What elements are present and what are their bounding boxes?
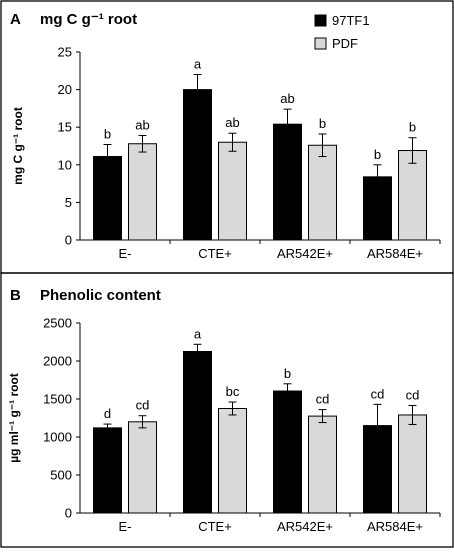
- panel-letter: A: [10, 11, 21, 28]
- bar-97tf1-e: [93, 427, 122, 514]
- y-tick-label: 20: [58, 82, 72, 97]
- y-tick-label: 0: [65, 506, 72, 521]
- bar-pdf-cte: [218, 408, 247, 514]
- x-tick-label: CTE+: [198, 519, 232, 534]
- significance-letter: ab: [225, 115, 239, 130]
- panel-title: Phenolic content: [40, 287, 161, 304]
- significance-letter: ab: [280, 91, 294, 106]
- bar-pdf-e: [128, 143, 157, 241]
- significance-letter: d: [104, 406, 111, 421]
- bar-pdf-ar542e: [308, 144, 337, 241]
- y-tick-label: 500: [50, 468, 72, 483]
- bar-97tf1-e: [93, 156, 122, 241]
- x-tick-label: AR542E+: [277, 519, 333, 534]
- significance-letter: a: [194, 57, 202, 72]
- legend-swatch: [314, 37, 327, 50]
- panel-letter: B: [10, 287, 21, 304]
- significance-letter: b: [374, 147, 381, 162]
- significance-letter: b: [284, 366, 291, 381]
- y-axis-label: µg ml⁻¹ g⁻¹ root: [7, 373, 21, 463]
- y-tick-label: 10: [58, 157, 72, 172]
- significance-letter: cd: [316, 392, 330, 407]
- bar-97tf1-cte: [183, 351, 212, 514]
- significance-letter: b: [104, 126, 111, 141]
- panel-title: mg C g⁻¹ root: [40, 11, 137, 28]
- legend-label: 97TF1: [332, 13, 370, 28]
- y-tick-label: 15: [58, 120, 72, 135]
- significance-letter: ab: [135, 117, 149, 132]
- y-tick-label: 1500: [43, 392, 72, 407]
- bar-pdf-ar584e: [398, 414, 427, 514]
- bar-pdf-cte: [218, 141, 247, 241]
- y-tick-label: 0: [65, 233, 72, 248]
- panel-b: B Phenolic content µg ml⁻¹ g⁻¹ root 0 500 100…: [7, 287, 441, 534]
- bar-pdf-e: [128, 421, 157, 514]
- y-tick-label: 2500: [43, 316, 72, 331]
- bar-97tf1-ar542e: [273, 390, 302, 514]
- x-tick-label: AR584E+: [367, 246, 423, 261]
- x-tick-label: E-: [119, 246, 132, 261]
- x-tick-label: CTE+: [198, 246, 232, 261]
- significance-letter: a: [194, 326, 202, 341]
- y-tick-label: 25: [58, 45, 72, 60]
- significance-letter: cd: [371, 386, 385, 401]
- panel-b-frame: [0, 272, 454, 548]
- significance-letter: bc: [226, 384, 240, 399]
- bar-97tf1-cte: [183, 89, 212, 241]
- bar-pdf-ar584e: [398, 150, 427, 241]
- significance-letter: b: [409, 120, 416, 135]
- legend-swatch: [314, 14, 327, 27]
- x-tick-label: AR542E+: [277, 246, 333, 261]
- x-tick-label: E-: [119, 519, 132, 534]
- significance-letter: cd: [136, 398, 150, 413]
- bar-97tf1-ar542e: [273, 123, 302, 241]
- significance-letter: cd: [406, 387, 420, 402]
- significance-letter: b: [319, 116, 326, 131]
- bar-pdf-ar542e: [308, 415, 337, 514]
- y-tick-label: 1000: [43, 430, 72, 445]
- x-tick-label: AR584E+: [367, 519, 423, 534]
- y-tick-label: 5: [65, 195, 72, 210]
- y-axis-label: mg C g⁻¹ root: [11, 107, 25, 185]
- y-tick-label: 2000: [43, 354, 72, 369]
- legend-label: PDF: [332, 36, 358, 51]
